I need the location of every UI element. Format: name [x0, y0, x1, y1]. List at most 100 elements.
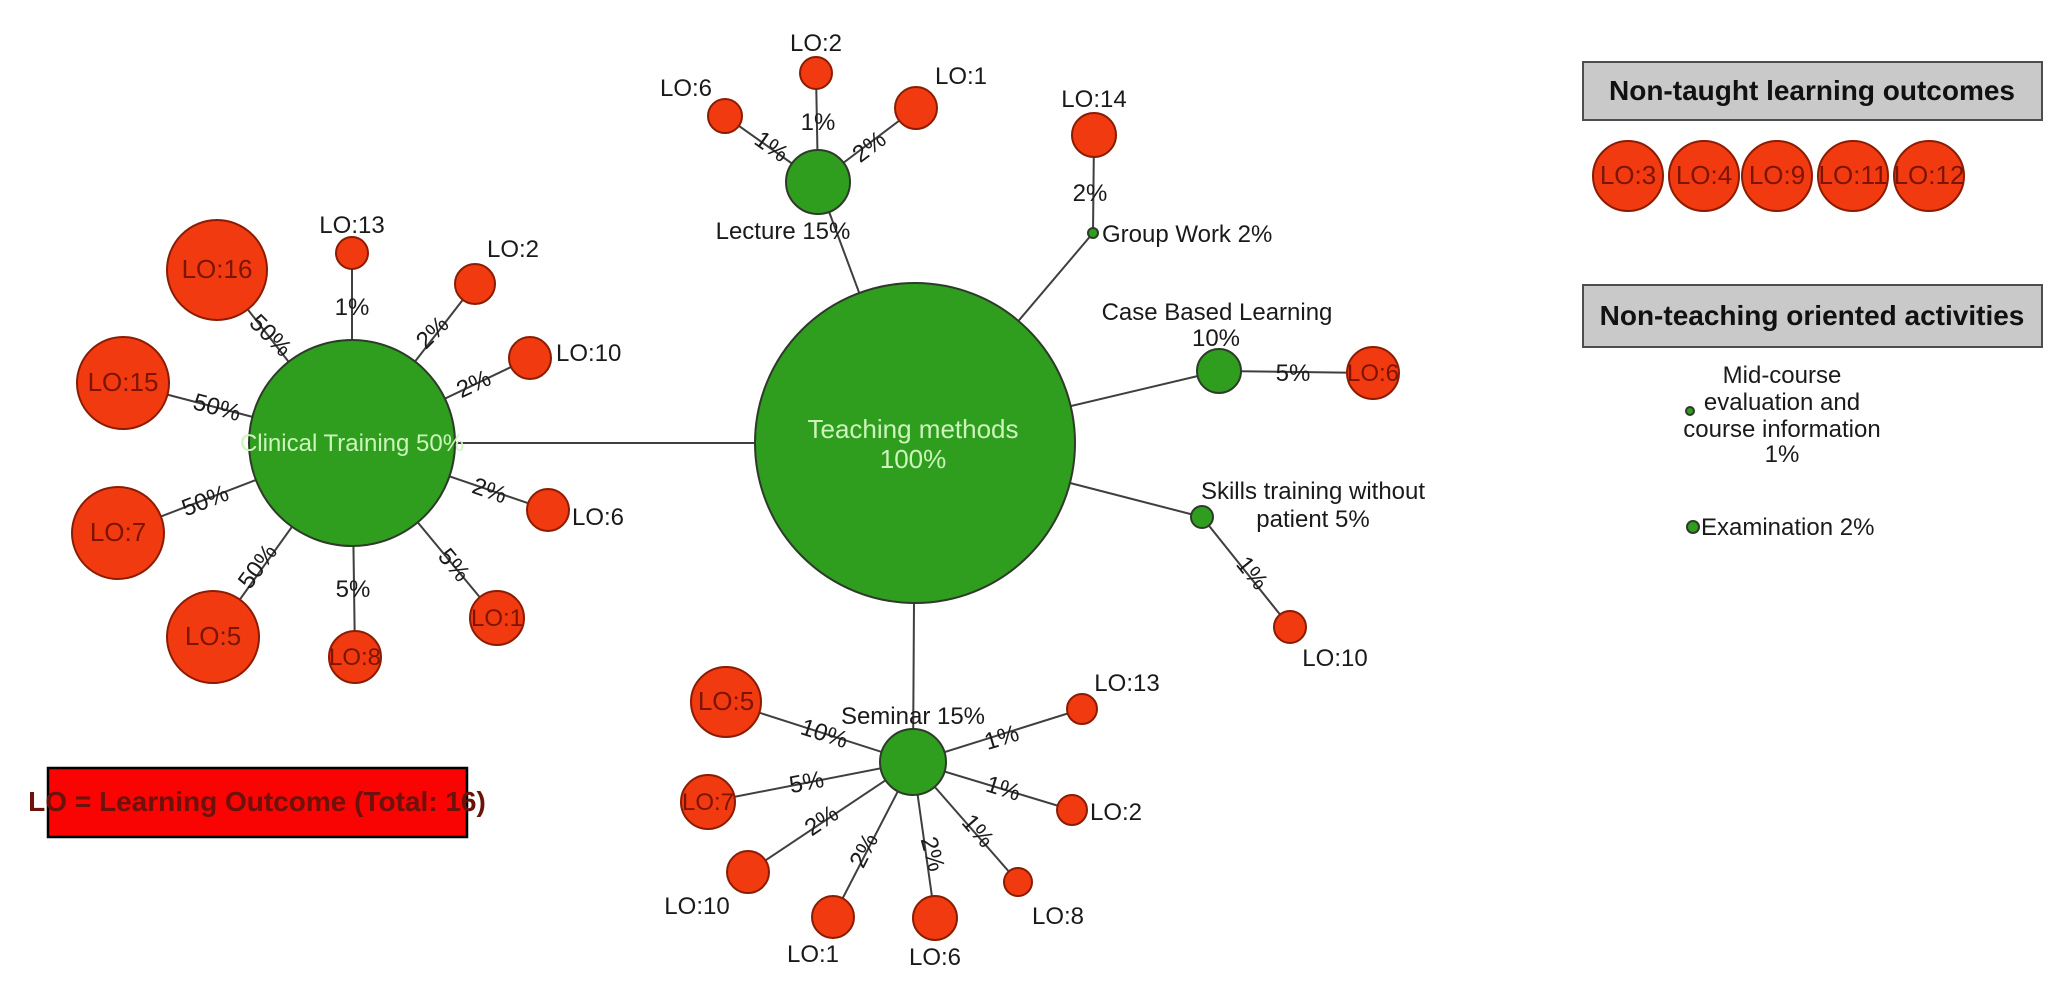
mid-course-dot [1685, 406, 1695, 416]
seminar-lo2-label: LO:2 [1090, 799, 1142, 826]
node-teaching-methods [754, 282, 1076, 604]
casebased-lo6-label: LO:6 [1347, 360, 1399, 387]
seminar-lo5-label: LO:5 [698, 686, 754, 716]
seminar-lo13-label: LO:13 [1094, 670, 1159, 697]
clinical-lo2-label: LO:2 [487, 236, 539, 263]
node-casebased-lo6 [1346, 346, 1400, 400]
examination-dot [1686, 520, 1700, 534]
groupwork-lo14-label: LO:14 [1061, 86, 1126, 113]
edge-label-clinical-lo6: 2% [469, 472, 511, 509]
node-clinical-lo2 [454, 263, 496, 305]
node-clinical-lo6 [526, 488, 570, 532]
lecture-label: Lecture 15% [716, 218, 851, 245]
case-based-label-line2: 10% [1192, 325, 1240, 352]
clinical-lo8-label: LO:8 [329, 644, 381, 671]
node-seminar-lo6 [912, 895, 958, 941]
edge-label-clinical-lo8: 5% [336, 576, 371, 603]
non-teaching-header-box [1582, 284, 2043, 348]
node-clinical-lo13 [335, 236, 369, 270]
case-based-label-line1: Case Based Learning [1102, 299, 1333, 326]
node-clinical-lo7 [71, 486, 165, 580]
node-nontaught-lo12 [1893, 140, 1965, 212]
clinical-lo13-label: LO:13 [319, 212, 384, 239]
node-clinical-lo8 [328, 630, 382, 684]
seminar-lo10-label: LO:10 [664, 893, 729, 920]
nontaught-lo12-label: LO:12 [1894, 160, 1965, 190]
node-clinical-lo15 [76, 336, 170, 430]
clinical-lo1-label: LO:1 [471, 605, 523, 632]
node-skills-lo10 [1273, 610, 1307, 644]
node-clinical-lo5 [166, 590, 260, 684]
node-seminar [879, 728, 947, 796]
node-seminar-lo7 [680, 774, 736, 830]
group-work-label: Group Work 2% [1102, 221, 1272, 248]
node-clinical-training [248, 339, 456, 547]
edge-label-seminar-lo7: 5% [787, 766, 826, 799]
mid-course-line4: 1% [1765, 441, 1800, 468]
node-clinical-lo1 [469, 590, 525, 646]
clinical-lo6-label: LO:6 [572, 504, 624, 531]
node-clinical-lo10 [508, 336, 552, 380]
node-lecture-lo6 [707, 98, 743, 134]
skills-label-line2: patient 5% [1256, 506, 1369, 533]
non-taught-header-box [1582, 61, 2043, 121]
edge-label-seminar-lo6: 2% [915, 834, 950, 874]
non-taught-title: Non-taught learning outcomes [1609, 75, 2015, 106]
edge-label-casebased-lo6: 5% [1276, 360, 1311, 387]
non-teaching-panel: Non-teaching oriented activities Mid-cou… [1582, 284, 2043, 541]
node-seminar-lo13 [1066, 693, 1098, 725]
lecture-lo6-label: LO:6 [660, 75, 712, 102]
teaching-methods-label-line2: 100% [880, 444, 947, 474]
teaching-methods-label-line1: Teaching methods [807, 414, 1018, 444]
node-group-work [1087, 227, 1099, 239]
nontaught-lo9-label: LO:9 [1749, 160, 1805, 190]
edge-label-seminar-lo13: 1% [981, 720, 1022, 756]
legend-red-box [46, 766, 469, 839]
seminar-lo8-label: LO:8 [1032, 903, 1084, 930]
node-lecture [785, 149, 851, 215]
node-skills-training [1190, 505, 1214, 529]
node-lecture-lo1 [894, 86, 938, 130]
edge-label-seminar-lo2: 1% [983, 771, 1024, 807]
seminar-lo1-label: LO:1 [787, 941, 839, 968]
edge-label-groupwork-lo14: 2% [1073, 180, 1108, 207]
mid-course-line2: evaluation and [1704, 389, 1860, 416]
node-nontaught-lo3 [1592, 140, 1664, 212]
node-groupwork-lo14 [1071, 112, 1117, 158]
nodes [71, 56, 1400, 941]
edge-label-clinical-lo5: 50% [233, 539, 283, 594]
node-seminar-lo5 [690, 666, 762, 738]
clinical-lo16-label: LO:16 [182, 254, 253, 284]
non-teaching-title: Non-teaching oriented activities [1600, 300, 2025, 331]
edge-label-clinical-lo13: 1% [335, 294, 370, 321]
lecture-lo1-label: LO:1 [935, 63, 987, 90]
seminar-lo7-label: LO:7 [682, 789, 734, 816]
node-nontaught-lo9 [1741, 140, 1813, 212]
node-seminar-lo10 [726, 850, 770, 894]
edge-skills-lo10 [1201, 516, 1291, 628]
nontaught-lo11-label: LO:11 [1819, 160, 1888, 190]
clinical-lo7-label: LO:7 [90, 517, 146, 547]
edge-label-seminar-lo1: 2% [844, 829, 884, 872]
seminar-label: Seminar 15% [841, 703, 985, 730]
node-labels: Teaching methods 100% Clinical Training … [88, 30, 1426, 971]
edge-label-seminar-lo8: 1% [956, 809, 999, 853]
clinical-lo5-label: LO:5 [185, 621, 241, 651]
edge-label-clinical-lo10: 2% [452, 365, 495, 404]
mid-course-line3: course information [1683, 416, 1880, 443]
node-seminar-lo2 [1056, 794, 1088, 826]
edge-label-seminar-lo10: 2% [800, 800, 844, 842]
clinical-lo10-label: LO:10 [556, 340, 621, 367]
edge-seminar-lo7 [707, 761, 914, 803]
edge-label-clinical-lo1: 5% [432, 543, 475, 587]
examination-label: Examination 2% [1701, 514, 1874, 541]
node-seminar-lo8 [1003, 867, 1033, 897]
node-case-based-learning [1196, 348, 1242, 394]
node-lecture-lo2 [799, 56, 833, 90]
mid-course-line1: Mid-course [1723, 362, 1842, 389]
lecture-lo2-label: LO:2 [790, 30, 842, 57]
skills-label-line1: Skills training without [1201, 478, 1425, 505]
node-clinical-lo16 [166, 219, 268, 321]
node-nontaught-lo11 [1817, 140, 1889, 212]
